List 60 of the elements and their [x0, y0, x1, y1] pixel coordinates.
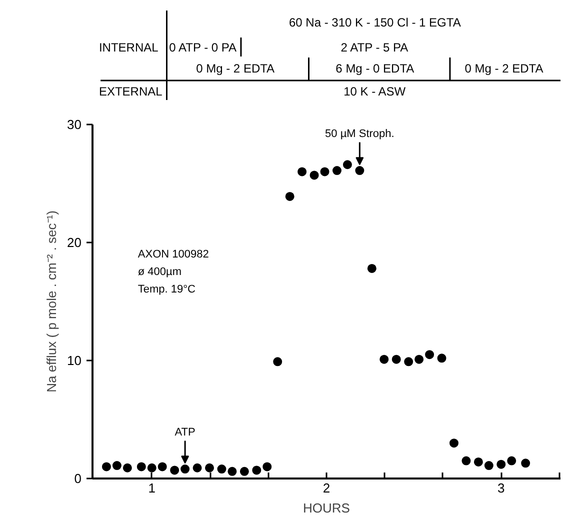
annotation: ø 400µm: [138, 266, 182, 278]
point: [158, 462, 167, 472]
annotation: 50 µM Stroph.: [325, 128, 394, 140]
point: [273, 357, 282, 366]
point: [217, 464, 226, 474]
text: 0 Mg - 2 EDTA: [196, 62, 275, 76]
x-axis-title: HOURS: [303, 500, 350, 516]
point: [355, 166, 364, 176]
point: [262, 462, 272, 472]
point: [102, 462, 111, 472]
point: [496, 460, 506, 469]
x-tick-label: 3: [498, 480, 505, 496]
text: 0 Mg - 2 EDTA: [464, 62, 544, 76]
point: [170, 466, 180, 475]
point: [310, 170, 319, 180]
point: [285, 192, 294, 201]
annotation: AXON 100982: [138, 248, 209, 260]
point: [252, 466, 262, 475]
point: [342, 160, 352, 170]
point: [462, 456, 471, 466]
text: EXTERNAL: [98, 84, 163, 98]
text: 0 ATP - 0 PA: [169, 40, 237, 54]
y-axis-title: Na efflux ( p mole . cm⁻² . sec⁻¹): [44, 210, 60, 392]
point: [180, 464, 190, 474]
text: 2 ATP - 5 PA: [340, 40, 408, 54]
point: [122, 463, 132, 472]
point: [392, 354, 401, 364]
point: [205, 463, 214, 472]
point: [228, 466, 237, 476]
text: 60 Na - 310 K - 150 Cl - 1 EGTA: [288, 16, 461, 30]
point: [367, 264, 376, 273]
point: [112, 461, 122, 470]
point: [320, 167, 330, 176]
point: [380, 354, 389, 364]
y-tick-label: 10: [67, 353, 82, 368]
text: INTERNAL: [98, 40, 159, 54]
y-tick-label: 20: [67, 235, 82, 250]
annotation: ATP: [174, 426, 196, 438]
point: [507, 456, 516, 466]
point: [192, 463, 202, 472]
point: [425, 350, 434, 360]
text: 6 Mg - 0 EDTA: [336, 62, 414, 76]
point: [521, 458, 530, 468]
text: 10 K - ASW: [344, 84, 406, 98]
point: [298, 167, 307, 176]
y-tick-label: 30: [67, 117, 82, 132]
y-tick-label: 0: [74, 471, 82, 486]
annotation: Temp. 19°C: [138, 284, 196, 296]
point: [147, 463, 156, 472]
point: [437, 354, 446, 363]
point: [404, 357, 414, 366]
point: [136, 462, 146, 472]
point: [240, 466, 249, 476]
point: [414, 354, 424, 364]
x-tick-label: 1: [148, 480, 156, 496]
point: [332, 166, 342, 176]
point: [449, 438, 458, 448]
x-tick-label: 2: [322, 480, 330, 496]
point: [474, 457, 483, 466]
point: [484, 461, 494, 470]
